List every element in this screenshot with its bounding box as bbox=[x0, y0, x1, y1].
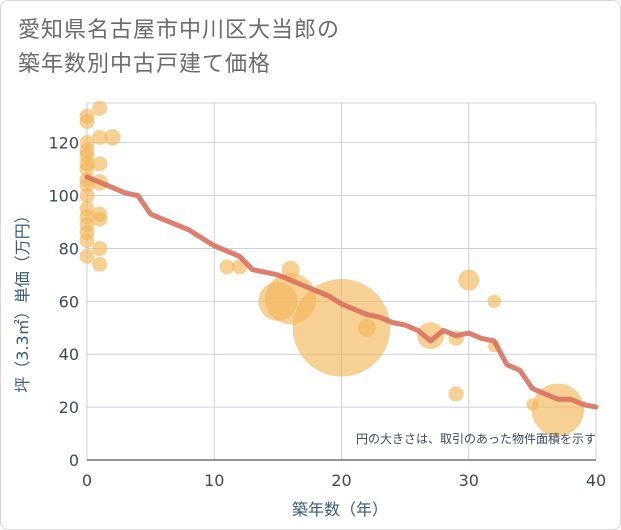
data-point bbox=[292, 279, 391, 377]
x-tick-label: 10 bbox=[204, 471, 224, 490]
y-tick-label: 0 bbox=[69, 451, 79, 470]
data-point bbox=[526, 398, 539, 411]
x-axis-label: 築年数（年） bbox=[292, 500, 388, 519]
data-point bbox=[92, 211, 108, 227]
x-tick-label: 40 bbox=[586, 471, 606, 490]
title-line-2: 築年数別中古戸建て価格 bbox=[18, 52, 272, 77]
data-point bbox=[531, 383, 585, 437]
y-tick-label: 40 bbox=[59, 345, 79, 364]
data-point bbox=[258, 281, 298, 321]
axes-layer: 0 20 40 60 80 100 120 0 10 20 30 40 bbox=[48, 134, 606, 490]
x-tick-label: 20 bbox=[331, 471, 351, 490]
data-point bbox=[92, 256, 108, 272]
bubble-layer bbox=[79, 100, 585, 437]
y-tick-label: 60 bbox=[59, 292, 79, 311]
title-line-1: 愛知県名古屋市中川区大当郎の bbox=[18, 18, 341, 43]
trend-layer bbox=[84, 174, 599, 410]
data-point bbox=[79, 161, 95, 177]
y-tick-label: 120 bbox=[48, 134, 79, 153]
data-point bbox=[487, 294, 501, 309]
data-point bbox=[417, 322, 445, 350]
y-tick-label: 80 bbox=[59, 239, 79, 258]
data-point bbox=[357, 318, 376, 337]
data-point bbox=[458, 269, 480, 291]
x-tick-label: 0 bbox=[82, 471, 92, 490]
y-tick-label: 100 bbox=[48, 187, 79, 206]
chart-title: 愛知県名古屋市中川区大当郎の 築年数別中古戸建て価格 bbox=[18, 14, 340, 82]
data-point bbox=[92, 129, 108, 145]
trend-line bbox=[84, 174, 599, 410]
data-point bbox=[92, 156, 108, 172]
data-point bbox=[79, 114, 95, 130]
data-point bbox=[281, 260, 300, 279]
data-point bbox=[79, 188, 95, 204]
size-note: 円の大きさは、取引のあった物件面積を示す bbox=[356, 431, 596, 446]
data-point bbox=[448, 386, 464, 402]
data-point bbox=[92, 100, 108, 116]
data-point bbox=[219, 259, 235, 275]
y-axis-label: 坪（3.3㎡）単価（万円） bbox=[13, 207, 32, 392]
x-tick-label: 30 bbox=[459, 471, 479, 490]
data-point bbox=[104, 129, 121, 146]
data-point bbox=[92, 240, 108, 256]
data-point bbox=[79, 233, 95, 249]
y-tick-label: 20 bbox=[59, 398, 79, 417]
data-point bbox=[79, 248, 95, 264]
